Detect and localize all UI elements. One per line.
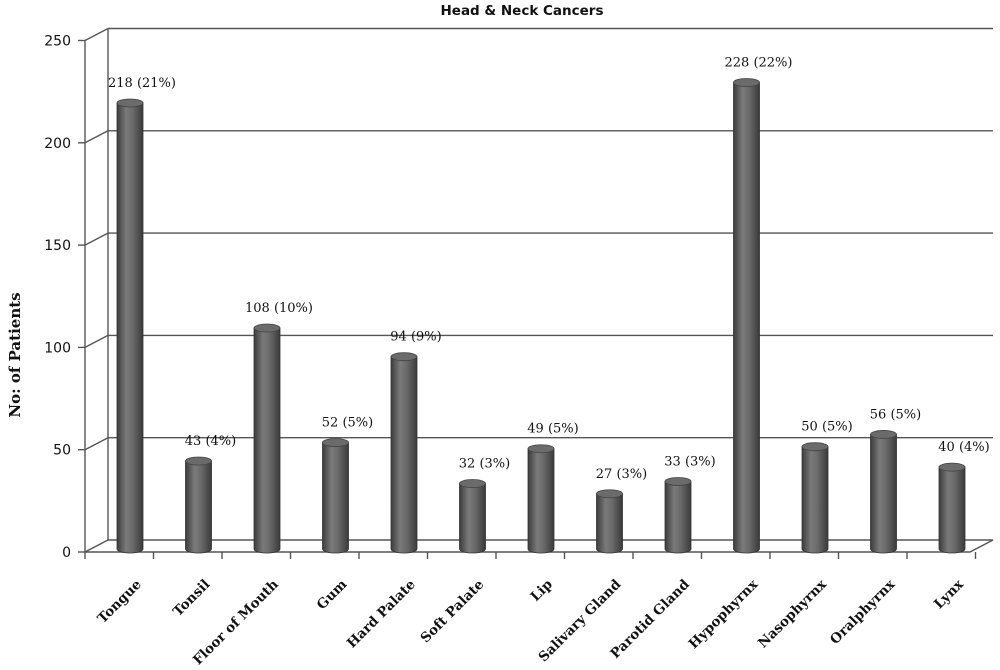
bar-body bbox=[116, 102, 144, 554]
data-label: 32 (3%) bbox=[459, 457, 510, 472]
gridline-side bbox=[84, 27, 109, 42]
bar-body bbox=[596, 493, 623, 554]
bar bbox=[322, 438, 349, 554]
bar-top bbox=[801, 442, 829, 452]
x-tick-label: Oralphyrnx bbox=[827, 576, 899, 648]
bar bbox=[870, 430, 897, 554]
bar-body bbox=[527, 448, 555, 554]
bar-top bbox=[664, 477, 692, 486]
data-labels: 218 (21%) 43 (4%) 108 (10%) 52 (5%) 94 (9%) 3… bbox=[108, 56, 990, 482]
y-tick-label: 50 bbox=[53, 443, 71, 459]
x-tick-label: Hard Palate bbox=[344, 577, 419, 652]
data-label: 49 (5%) bbox=[527, 422, 578, 437]
bar-body bbox=[253, 327, 281, 554]
data-label: 33 (3%) bbox=[664, 454, 715, 469]
y-tick-label: 250 bbox=[44, 34, 71, 50]
bar-top bbox=[459, 479, 486, 488]
x-tick-label: Tongue bbox=[95, 577, 145, 627]
bar-body bbox=[938, 466, 966, 554]
bar-top bbox=[870, 430, 897, 439]
bar-top bbox=[253, 323, 281, 333]
gridline-side bbox=[84, 437, 109, 451]
bar-body bbox=[733, 82, 760, 554]
x-tick-label: Nasophyrnx bbox=[755, 576, 830, 651]
bars bbox=[116, 78, 966, 554]
data-label: 228 (22%) bbox=[725, 56, 793, 71]
bar-body bbox=[185, 460, 212, 554]
y-axis-label: No: of Patients bbox=[6, 292, 24, 417]
x-tick-label: Tonsil bbox=[170, 577, 213, 620]
bar-body bbox=[664, 481, 692, 554]
gridline-side bbox=[84, 130, 109, 144]
bar-body bbox=[322, 442, 349, 554]
bar bbox=[801, 442, 829, 554]
y-tick-label: 200 bbox=[44, 136, 71, 152]
bar bbox=[185, 456, 212, 554]
bar bbox=[459, 479, 486, 554]
y-tick-label: 150 bbox=[44, 238, 71, 254]
data-label: 94 (9%) bbox=[390, 330, 441, 345]
chart-title: Head & Neck Cancers bbox=[440, 3, 603, 19]
y-tick-label: 100 bbox=[44, 340, 71, 356]
data-label: 218 (21%) bbox=[108, 76, 176, 91]
gridlines bbox=[84, 27, 993, 451]
bar-top bbox=[938, 462, 966, 472]
y-tick-label: 0 bbox=[62, 545, 71, 561]
bar bbox=[938, 462, 966, 554]
bar-top bbox=[390, 352, 418, 362]
x-tick-label: Soft Palate bbox=[418, 577, 488, 647]
bar-top bbox=[116, 98, 144, 108]
y-axis-ticks: 0 50 100 150 200 250 bbox=[44, 34, 85, 561]
x-tick-label: Hypophyrnx bbox=[686, 576, 762, 652]
gridline-side bbox=[84, 232, 109, 246]
bar-top bbox=[733, 78, 760, 87]
data-label: 43 (4%) bbox=[185, 434, 236, 449]
bar bbox=[733, 78, 760, 554]
x-tick-label: Lynx bbox=[931, 576, 968, 613]
bar bbox=[527, 444, 555, 554]
bar bbox=[116, 98, 144, 554]
bar-body bbox=[459, 483, 486, 554]
bar-top bbox=[185, 456, 212, 466]
data-label: 56 (5%) bbox=[870, 407, 921, 422]
x-tick-label: Lip bbox=[527, 577, 555, 605]
bar-top bbox=[596, 489, 623, 499]
data-label: 27 (3%) bbox=[596, 467, 647, 482]
bar-body bbox=[870, 434, 897, 554]
data-label: 40 (4%) bbox=[938, 440, 989, 455]
bar bbox=[664, 477, 692, 554]
bar bbox=[596, 489, 623, 554]
data-label: 50 (5%) bbox=[801, 420, 852, 435]
data-label: 52 (5%) bbox=[322, 416, 373, 431]
bar-body bbox=[801, 446, 829, 554]
data-label: 108 (10%) bbox=[245, 301, 313, 316]
bar-body bbox=[390, 356, 418, 554]
bar bbox=[390, 352, 418, 554]
bar bbox=[253, 323, 281, 554]
bar-top bbox=[527, 444, 555, 454]
bar-top bbox=[322, 438, 349, 448]
gridline-side bbox=[84, 334, 109, 349]
x-tick-label: Gum bbox=[314, 577, 351, 614]
